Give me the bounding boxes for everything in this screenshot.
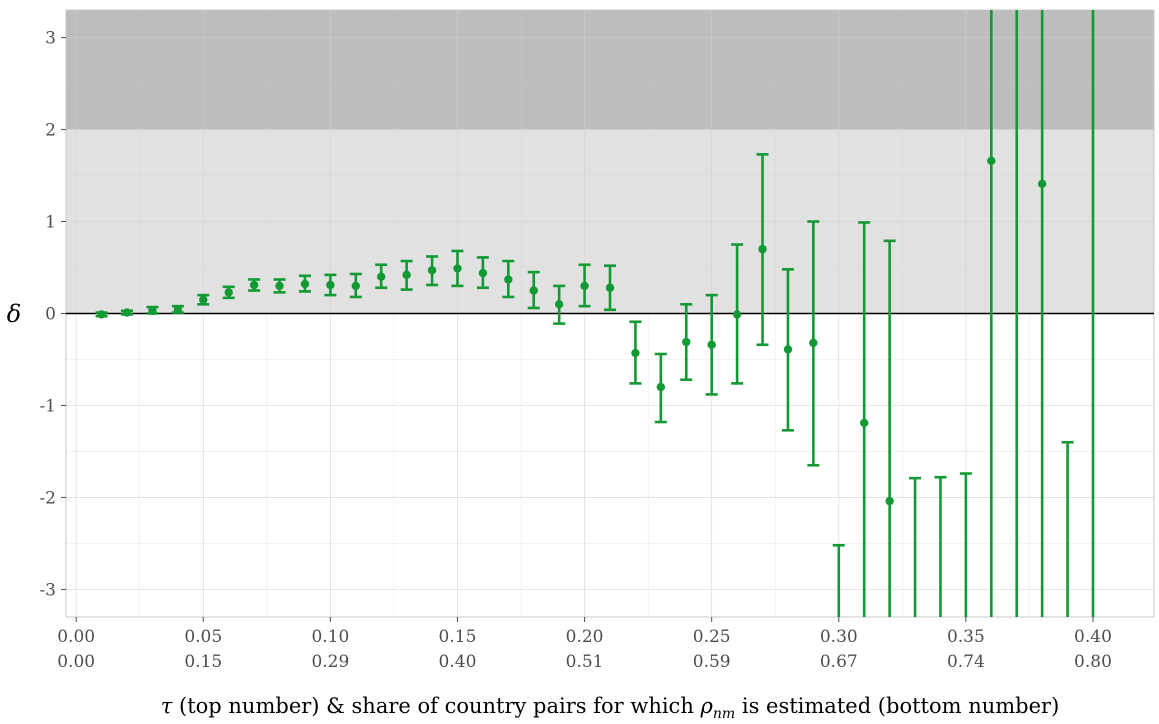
point-estimate <box>300 279 310 289</box>
point-estimate <box>504 275 513 284</box>
x-axis-title-rho: ρ <box>700 694 714 718</box>
point-estimate <box>580 281 589 291</box>
x-tick-label-bottom: 0.00 <box>57 652 95 672</box>
point-estimate <box>732 310 742 319</box>
x-axis-ticks: 0.00 0.00 0.05 0.15 0.10 0.29 0.15 0.40 0.20 0.51… <box>57 617 1112 672</box>
point-estimate <box>326 280 335 290</box>
x-tick-label-top: 0.25 <box>693 627 731 647</box>
y-tick-label: -1 <box>39 396 56 416</box>
x-axis-title-part1: (top number) & share of country pairs fo… <box>172 694 700 718</box>
error-bar <box>1061 440 1074 617</box>
point-estimate <box>148 306 157 315</box>
point-estimate <box>682 337 691 347</box>
x-tick-label-bottom: 0.67 <box>820 652 858 672</box>
y-tick-label: 3 <box>45 29 56 49</box>
point-estimate <box>275 281 284 291</box>
error-bar <box>883 239 896 617</box>
x-axis-title: τ (top number) & share of country pairs … <box>161 694 1060 722</box>
y-axis-title: δ <box>7 300 21 328</box>
error-bar <box>959 472 972 617</box>
point-estimate <box>173 305 183 315</box>
point-estimate <box>453 264 462 273</box>
x-tick-label-top: 0.05 <box>184 627 222 647</box>
error-bar <box>832 543 845 617</box>
point-estimate <box>860 418 869 428</box>
point-estimate <box>783 345 793 354</box>
error-bars <box>95 10 1095 617</box>
point-estimate <box>249 280 259 290</box>
point-estimate <box>377 272 386 281</box>
x-tick-label-bottom: 0.74 <box>947 652 985 672</box>
point-estimate <box>224 288 233 297</box>
point-estimate <box>885 496 894 506</box>
point-estimate <box>987 156 996 166</box>
point-estimate <box>656 382 666 392</box>
y-tick-label: 0 <box>45 305 56 325</box>
y-tick-label: -2 <box>39 488 56 508</box>
x-tick-label-bottom: 0.15 <box>184 652 222 672</box>
x-tick-label-top: 0.20 <box>566 627 604 647</box>
point-estimate <box>605 283 615 292</box>
point-estimate <box>97 310 106 319</box>
x-tick-label-top: 0.10 <box>311 627 349 647</box>
y-tick-label: -3 <box>39 580 56 600</box>
point-estimate <box>478 268 488 278</box>
point-estimate <box>554 300 564 309</box>
point-estimate <box>1037 179 1047 189</box>
point-estimate <box>809 338 818 348</box>
x-axis-title-rho-sub: nm <box>713 706 735 722</box>
x-tick-label-bottom: 0.29 <box>311 652 349 672</box>
x-tick-label-top: 0.30 <box>820 627 858 647</box>
y-axis-ticks: -3 -2 -1 0 1 2 3 <box>39 29 66 600</box>
x-tick-label-top: 0.35 <box>947 627 985 647</box>
x-tick-label-bottom: 0.59 <box>693 652 731 672</box>
point-estimate <box>122 308 132 317</box>
point-estimate <box>199 295 208 304</box>
point-estimate <box>529 286 538 295</box>
y-tick-label: 2 <box>45 121 56 141</box>
x-tick-label-bottom: 0.40 <box>439 652 477 672</box>
shaded-band-0 <box>66 10 1154 130</box>
point-estimate <box>758 244 767 254</box>
y-tick-label: 1 <box>45 213 56 233</box>
error-bar <box>934 475 947 617</box>
point-estimate <box>402 270 411 280</box>
error-bar <box>909 476 922 617</box>
x-tick-label-top: 0.40 <box>1074 627 1112 647</box>
point-estimate <box>427 266 437 275</box>
x-axis-title-part2: is estimated (bottom number) <box>735 694 1059 718</box>
point-estimate <box>631 348 640 358</box>
x-tick-label-bottom: 0.51 <box>566 652 604 672</box>
point-estimate <box>707 340 716 349</box>
point-estimate <box>351 281 360 291</box>
x-tick-label-bottom: 0.80 <box>1074 652 1112 672</box>
point-estimates <box>97 156 1047 506</box>
x-tick-label-top: 0.15 <box>439 627 477 647</box>
x-axis-title-tau: τ <box>161 694 173 718</box>
x-tick-label-top: 0.00 <box>57 627 95 647</box>
